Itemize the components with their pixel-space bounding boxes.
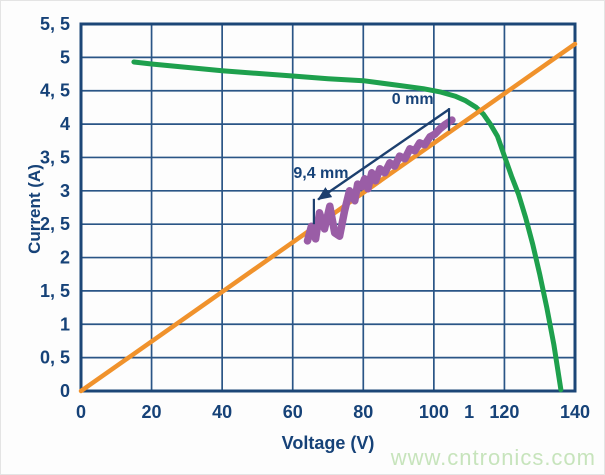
y-tick-label: 3, 5 (40, 147, 70, 167)
distance-arrow (317, 108, 450, 201)
x-axis-title: Voltage (V) (281, 433, 375, 453)
y-tick-label: 2, 5 (40, 214, 70, 234)
annotation-label-zero-mm: 0 mm (392, 91, 434, 108)
x-tick-label: 80 (353, 402, 373, 422)
x-tick-label: 0 (76, 402, 86, 422)
x-tick-label: 1 (464, 402, 474, 422)
y-tick-label: 2 (60, 248, 70, 268)
measurement-trace-line (303, 116, 456, 245)
x-tick-label: 40 (212, 402, 232, 422)
plot-border (79, 22, 577, 393)
plot-border-rect (79, 22, 577, 393)
y-tick-label: 0 (60, 381, 70, 401)
annotations: 0 mm 9,4 mm (293, 91, 451, 225)
y-tick-label: 3 (60, 181, 70, 201)
y-tick-label: 1 (60, 314, 70, 334)
x-tick-label: 120 (489, 402, 519, 422)
y-tick-label: 5 (60, 47, 70, 67)
x-tick-label: 20 (142, 402, 162, 422)
y-tick-label: 4 (60, 114, 70, 134)
x-tick-label: 100 (419, 402, 449, 422)
watermark-text: www.cntronics.com (390, 445, 596, 470)
x-axis-tick-labels: 0 20 40 60 80 100 1 120 140 (76, 402, 590, 422)
y-tick-label: 1, 5 (40, 281, 70, 301)
data-series (78, 41, 578, 394)
pv-iv-curve-line (131, 59, 564, 393)
annotation-label-nine-four-mm: 9,4 mm (293, 165, 348, 182)
y-axis-tick-labels: 0 0, 5 1 1, 5 2 2, 5 3 3, 5 4 4, 5 5 5, 5 (40, 14, 70, 401)
x-tick-label: 60 (283, 402, 303, 422)
x-tick-label: 140 (560, 402, 590, 422)
y-tick-label: 0, 5 (40, 348, 70, 368)
y-tick-label: 4, 5 (40, 81, 70, 101)
y-axis-title: Current (A) (25, 164, 44, 254)
y-tick-label: 5, 5 (40, 14, 70, 34)
